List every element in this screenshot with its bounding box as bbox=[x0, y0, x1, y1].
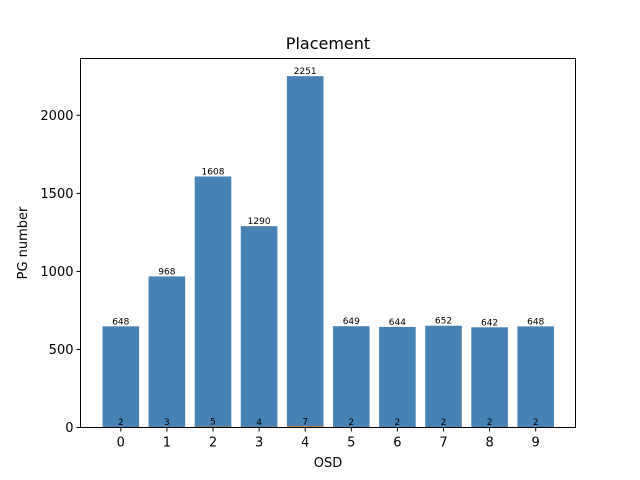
y-tick-label-1500: 1500 bbox=[40, 187, 73, 202]
bar-label-osd-7: 652 bbox=[435, 317, 452, 327]
secondary-bar-label-osd-8: 2 bbox=[487, 418, 493, 428]
x-tick-label-4: 4 bbox=[301, 436, 309, 451]
secondary-bar-label-osd-9: 2 bbox=[533, 418, 539, 428]
x-tick-label-6: 6 bbox=[393, 436, 401, 451]
x-tick-label-1: 1 bbox=[163, 436, 171, 451]
bar-osd-3 bbox=[240, 226, 278, 428]
x-tick-label-7: 7 bbox=[439, 436, 447, 451]
y-tick-label-0: 0 bbox=[65, 421, 73, 436]
bar-osd-9 bbox=[517, 326, 554, 428]
bar-label-osd-2: 1608 bbox=[202, 168, 225, 178]
secondary-bar-label-osd-5: 2 bbox=[348, 418, 354, 428]
x-tick-label-0: 0 bbox=[117, 436, 125, 451]
secondary-bar-osd-4 bbox=[286, 426, 324, 428]
bar-label-osd-6: 644 bbox=[389, 318, 406, 328]
x-axis: 0 1 2 3 4 5 6 7 8 9 bbox=[117, 427, 540, 451]
bar-osd-2 bbox=[194, 176, 232, 428]
secondary-bar-label-osd-7: 2 bbox=[441, 418, 447, 428]
y-tick-label-500: 500 bbox=[49, 343, 74, 358]
bar-label-osd-1: 968 bbox=[158, 267, 175, 277]
bar-label-osd-9: 648 bbox=[527, 317, 544, 327]
bar-label-osd-4: 2251 bbox=[294, 67, 317, 77]
y-axis: 0 500 1000 1500 2000 bbox=[40, 109, 81, 436]
plot-frame bbox=[80, 58, 576, 428]
x-tick-label-5: 5 bbox=[347, 436, 355, 451]
x-tick-label-8: 8 bbox=[485, 436, 493, 451]
bar-label-osd-0: 648 bbox=[112, 317, 129, 327]
chart-title: Placement bbox=[286, 34, 370, 53]
x-tick-label-2: 2 bbox=[209, 436, 217, 451]
secondary-bar-label-osd-6: 2 bbox=[395, 418, 401, 428]
bar-value-labels: 648 2 968 3 1608 5 1290 4 2251 7 649 2 644 2 652 2 642 2 6… bbox=[112, 67, 544, 428]
y-tick-label-2000: 2000 bbox=[40, 109, 73, 124]
bars-layer bbox=[102, 76, 554, 428]
bar-label-osd-5: 649 bbox=[343, 317, 360, 327]
x-tick-label-3: 3 bbox=[255, 436, 263, 451]
secondary-bar-label-osd-3: 4 bbox=[256, 418, 262, 428]
y-axis-label: PG number bbox=[16, 206, 31, 279]
secondary-bar-label-osd-4: 7 bbox=[302, 417, 308, 427]
y-tick-label-1000: 1000 bbox=[40, 265, 73, 280]
bar-osd-1 bbox=[148, 276, 186, 428]
bar-osd-6 bbox=[379, 326, 416, 428]
bar-osd-8 bbox=[471, 327, 508, 428]
bar-osd-0 bbox=[102, 326, 140, 428]
x-axis-label: OSD bbox=[314, 456, 343, 471]
secondary-bar-label-osd-1: 3 bbox=[164, 418, 170, 428]
secondary-bar-label-osd-2: 5 bbox=[210, 418, 216, 428]
bar-label-osd-3: 1290 bbox=[248, 217, 271, 227]
bar-osd-7 bbox=[425, 325, 462, 428]
x-tick-label-9: 9 bbox=[532, 436, 540, 451]
bar-osd-4 bbox=[286, 76, 324, 428]
bar-label-osd-8: 642 bbox=[481, 318, 498, 328]
bar-osd-5 bbox=[333, 326, 370, 428]
secondary-bar-label-osd-0: 2 bbox=[118, 418, 124, 428]
